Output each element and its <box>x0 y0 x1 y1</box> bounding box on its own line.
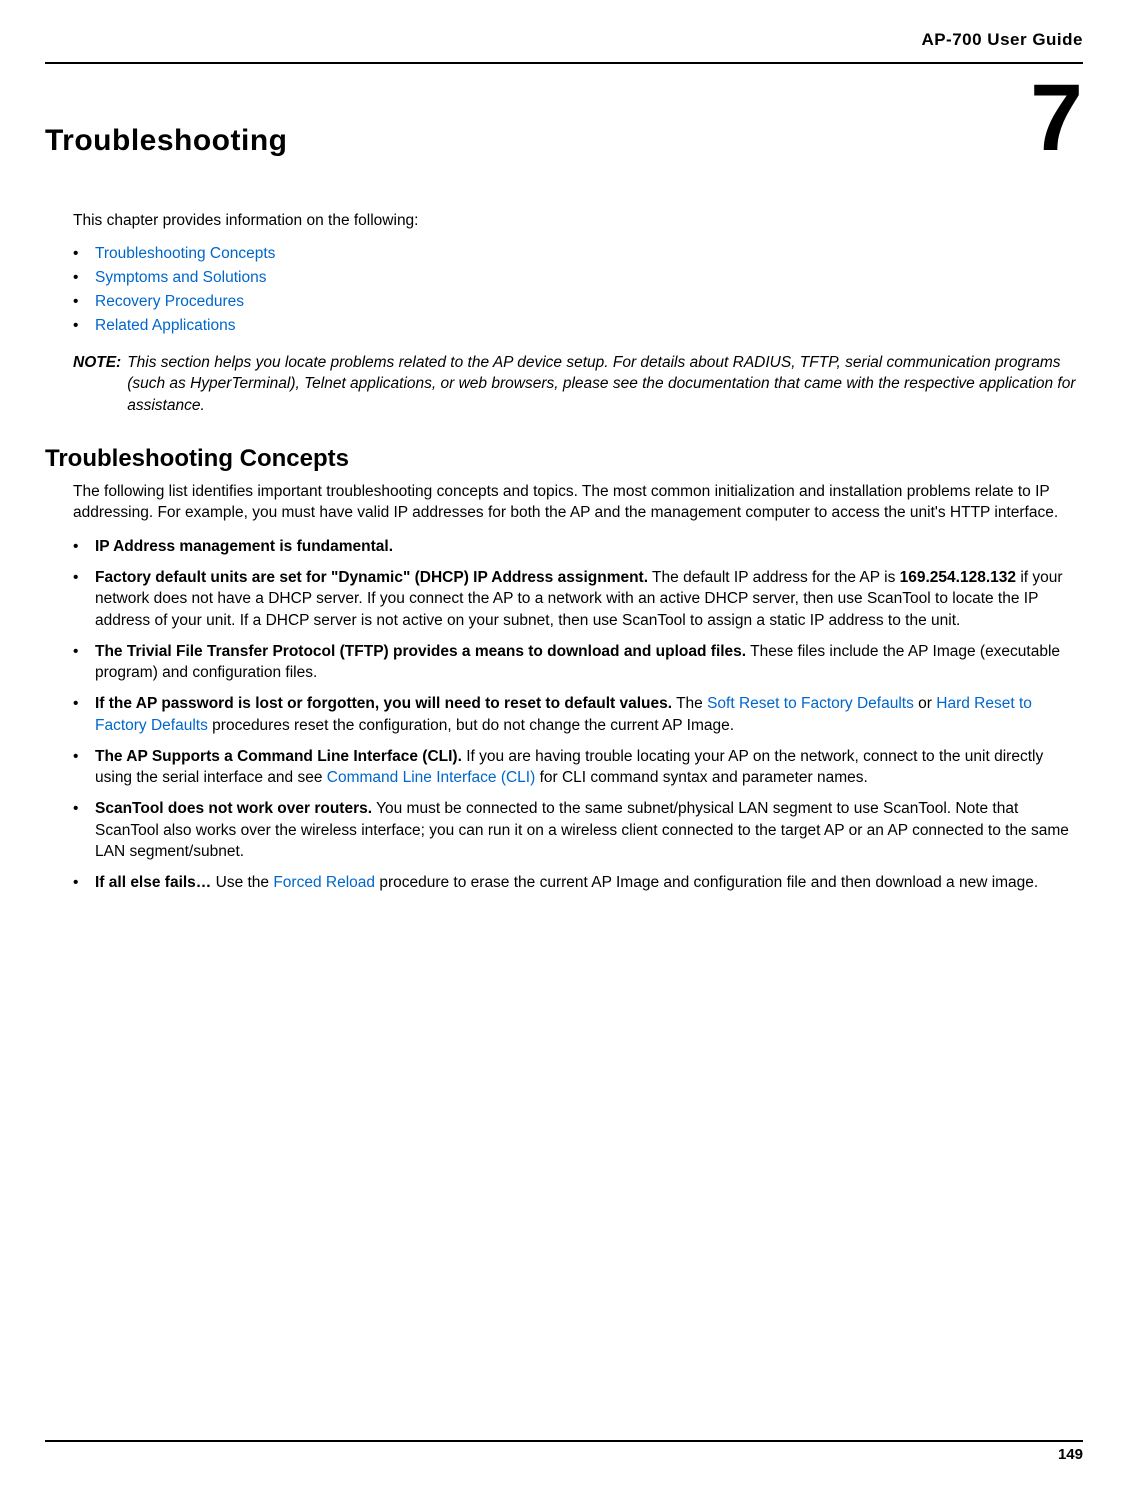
section-paragraph: The following list identifies important … <box>73 481 1083 524</box>
bullet-text: Use the <box>211 874 273 891</box>
bullet-bold: The AP Supports a Command Line Interface… <box>95 748 462 765</box>
bullet-list: • IP Address management is fundamental. … <box>73 536 1083 894</box>
bullet-item-scantool: • ScanTool does not work over routers. Y… <box>73 798 1083 863</box>
note-block: NOTE: This section helps you locate prob… <box>73 352 1083 417</box>
bullet-bold: The Trivial File Transfer Protocol (TFTP… <box>95 643 746 660</box>
bullet-mark: • <box>73 567 95 589</box>
bullet-item-cli: • The AP Supports a Command Line Interfa… <box>73 746 1083 789</box>
bottom-horizontal-rule <box>45 1440 1083 1442</box>
bullet-mark: • <box>73 266 95 290</box>
bullet-body: If the AP password is lost or forgotten,… <box>95 693 1083 736</box>
toc-item: • Related Applications <box>73 314 1083 338</box>
bullet-body: The AP Supports a Command Line Interface… <box>95 746 1083 789</box>
link-soft-reset[interactable]: Soft Reset to Factory Defaults <box>707 695 914 712</box>
bullet-body: ScanTool does not work over routers. You… <box>95 798 1083 863</box>
chapter-number: 7 <box>1030 76 1083 162</box>
bullet-mark: • <box>73 746 95 768</box>
bullet-body: IP Address management is fundamental. <box>95 536 1083 558</box>
intro-paragraph: This chapter provides information on the… <box>73 212 1083 230</box>
bullet-item-factory-default: • Factory default units are set for "Dyn… <box>73 567 1083 632</box>
bullet-mark: • <box>73 693 95 715</box>
header-guide-title: AP-700 User Guide <box>45 30 1083 50</box>
bullet-body: The Trivial File Transfer Protocol (TFTP… <box>95 641 1083 684</box>
note-label: NOTE: <box>73 352 127 417</box>
toc-link-concepts[interactable]: Troubleshooting Concepts <box>95 242 275 266</box>
bullet-item-tftp: • The Trivial File Transfer Protocol (TF… <box>73 641 1083 684</box>
bullet-mark: • <box>73 290 95 314</box>
bullet-text: procedures reset the configuration, but … <box>208 717 734 734</box>
chapter-title: Troubleshooting <box>45 124 287 158</box>
link-cli[interactable]: Command Line Interface (CLI) <box>327 769 535 786</box>
bullet-text: for CLI command syntax and parameter nam… <box>535 769 868 786</box>
bullet-mark: • <box>73 798 95 820</box>
bullet-mark: • <box>73 242 95 266</box>
bullet-bold-ip: 169.254.128.132 <box>900 569 1016 586</box>
link-forced-reload[interactable]: Forced Reload <box>273 874 375 891</box>
page-number: 149 <box>45 1446 1083 1463</box>
bullet-text: The default IP address for the AP is <box>648 569 900 586</box>
bullet-item-ip-fundamental: • IP Address management is fundamental. <box>73 536 1083 558</box>
bullet-bold: If the AP password is lost or forgotten,… <box>95 695 672 712</box>
bullet-text: procedure to erase the current AP Image … <box>375 874 1038 891</box>
bullet-text: The <box>672 695 707 712</box>
bullet-mark: • <box>73 872 95 894</box>
bullet-bold: ScanTool does not work over routers. <box>95 800 372 817</box>
page-container: AP-700 User Guide Troubleshooting 7 This… <box>0 0 1128 1493</box>
top-horizontal-rule <box>45 62 1083 64</box>
bullet-item-password: • If the AP password is lost or forgotte… <box>73 693 1083 736</box>
toc-list: • Troubleshooting Concepts • Symptoms an… <box>73 242 1083 338</box>
section-heading-concepts: Troubleshooting Concepts <box>45 445 1083 473</box>
toc-link-related[interactable]: Related Applications <box>95 314 235 338</box>
toc-item: • Troubleshooting Concepts <box>73 242 1083 266</box>
bullet-bold: Factory default units are set for "Dynam… <box>95 569 648 586</box>
page-footer: 149 <box>45 1440 1083 1463</box>
bullet-bold: If all else fails… <box>95 874 211 891</box>
bullet-item-else-fails: • If all else fails… Use the Forced Relo… <box>73 872 1083 894</box>
bullet-body: If all else fails… Use the Forced Reload… <box>95 872 1083 894</box>
chapter-header-row: Troubleshooting 7 <box>45 94 1083 162</box>
bullet-mark: • <box>73 536 95 558</box>
bullet-text: or <box>914 695 936 712</box>
bullet-body: Factory default units are set for "Dynam… <box>95 567 1083 632</box>
bullet-bold: IP Address management is fundamental. <box>95 538 393 555</box>
toc-item: • Symptoms and Solutions <box>73 266 1083 290</box>
toc-link-symptoms[interactable]: Symptoms and Solutions <box>95 266 266 290</box>
toc-link-recovery[interactable]: Recovery Procedures <box>95 290 244 314</box>
bullet-mark: • <box>73 641 95 663</box>
toc-item: • Recovery Procedures <box>73 290 1083 314</box>
bullet-mark: • <box>73 314 95 338</box>
note-text: This section helps you locate problems r… <box>127 352 1083 417</box>
